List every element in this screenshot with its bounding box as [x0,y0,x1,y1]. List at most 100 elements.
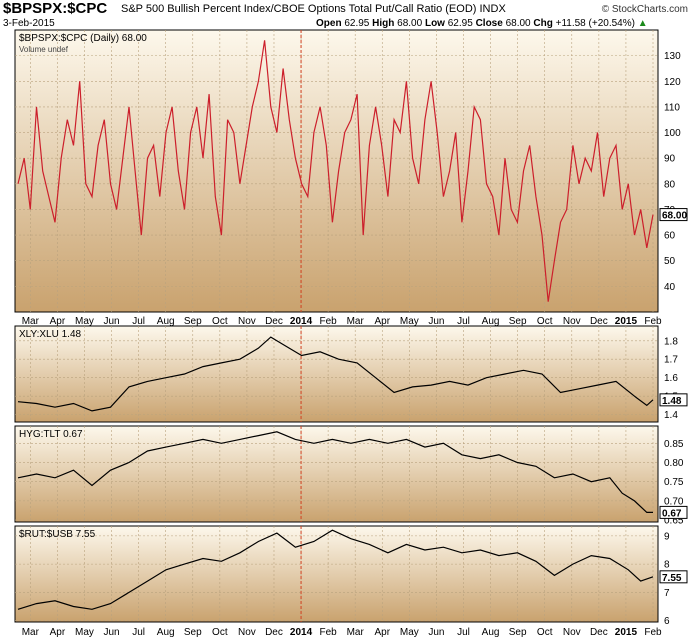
y-tick-label: 1.6 [664,373,678,384]
y-tick-label: 1.7 [664,355,678,366]
x-tick-label: Oct [537,316,553,327]
panel-background [14,29,659,313]
y-tick-label: 0.75 [664,477,684,488]
x-tick-label: Oct [212,316,228,327]
chart-panel: 6 7 8 9 $RUT:$USB 7.55 7.55 [14,525,688,627]
series-line [17,336,654,412]
x-tick-label: 2014 [290,316,313,327]
open-label: Open [316,18,342,29]
x-tick-label: Feb [320,316,338,327]
x-tick-label: Nov [238,316,256,327]
series-line [17,529,654,610]
ohlc-readout: Open 62.95 High 68.00 Low 62.95 Close 68… [316,18,648,29]
y-tick-label: 0.65 [664,516,684,527]
x-tick-label: Sep [509,316,527,327]
x-tick-label: Aug [157,627,175,638]
x-tick-label: Mar [347,627,365,638]
x-tick-label: May [400,627,419,638]
x-tick-label: 2015 [615,316,638,327]
close-label: Close [475,18,503,29]
x-axis-top: Mar Apr May Jun Jul Aug Sep Oct Nov Dec 2014 Feb Mar… [22,316,662,327]
x-tick-label: Jul [132,316,145,327]
x-tick-label: Oct [212,627,228,638]
x-tick-label: Oct [537,627,553,638]
panel-label: HYG:TLT 0.67 [19,429,83,440]
x-tick-label: Sep [184,627,202,638]
last-value-tag [659,393,688,407]
last-value-label: 0.67 [662,508,682,519]
y-tick-label: 40 [664,282,676,293]
x-tick-label: Apr [374,627,390,638]
x-tick-label: Apr [374,316,390,327]
x-tick-label: Nov [563,316,581,327]
x-tick-label: Aug [157,316,175,327]
panel-label: $BPSPX:$CPC (Daily) 68.00 [19,33,147,44]
last-value-tag [659,505,688,519]
x-tick-label: Mar [22,627,40,638]
y-tick-label: 9 [664,531,670,542]
x-tick-label: Apr [50,316,66,327]
y-tick-label: 6 [664,616,670,627]
x-tick-label: Feb [644,316,662,327]
x-tick-label: Mar [22,316,40,327]
high-label: High [372,18,395,29]
x-tick-label: Jul [457,316,470,327]
last-value-label: 68.00 [662,211,687,222]
chart-description: S&P 500 Bullish Percent Index/CBOE Optio… [121,3,506,15]
last-value-label: 7.55 [662,573,682,584]
chart-panels: 405060708090100110120130$BPSPX:$CPC (Dai… [14,29,688,627]
x-tick-label: Dec [265,627,283,638]
chart-panel: 0.65 0.70 0.75 0.80 0.85 HYG:TLT 0.67 0.67 [14,425,688,527]
series-line [17,40,654,302]
panel-background [14,525,659,623]
x-tick-label: Dec [590,627,608,638]
x-tick-label: Nov [563,627,581,638]
chart-date: 3-Feb-2015 [3,18,55,29]
x-tick-label: Dec [590,316,608,327]
volume-label: Volume undef [19,45,69,54]
x-tick-label: May [400,316,419,327]
y-tick-label: 1.4 [664,410,678,421]
y-tick-label: 1.8 [664,336,678,347]
x-tick-label: Nov [238,627,256,638]
panel-label: $RUT:$USB 7.55 [19,529,96,540]
low-label: Low [424,18,445,29]
chg-label: Chg [533,18,553,29]
x-tick-label: Sep [184,316,202,327]
y-tick-label: 7 [664,588,670,599]
y-tick-label: 0.85 [664,439,684,450]
last-value-tag [659,570,688,584]
panel-background [14,325,659,423]
chg-value: +11.58 (+20.54%) [555,18,635,29]
panel-label: XLY:XLU 1.48 [19,329,82,340]
x-tick-label: Jun [103,316,119,327]
x-tick-label: 2014 [290,627,313,638]
x-tick-label: Jun [428,316,444,327]
x-tick-label: Feb [644,627,662,638]
panel-background [14,425,659,523]
close-value: 68.00 [505,18,531,29]
x-tick-label: Jul [457,627,470,638]
x-tick-label: Mar [347,316,365,327]
series-line [17,431,653,513]
y-tick-label: 50 [664,256,676,267]
y-tick-label: 60 [664,231,676,242]
y-tick-label: 0.70 [664,496,684,507]
x-axis-bottom: Mar Apr May Jun Jul Aug Sep Oct Nov Dec 2014 Feb Mar… [22,627,662,638]
x-tick-label: Jun [103,627,119,638]
y-tick-label: 8 [664,560,670,571]
chg-arrow-icon: ▲ [637,18,648,29]
high-value: 68.00 [397,18,423,29]
y-tick-label: 90 [664,154,676,165]
chart-symbol: $BPSPX:$CPC [3,0,108,17]
x-tick-label: Aug [482,627,500,638]
y-tick-label: 130 [664,51,681,62]
x-tick-label: May [75,316,94,327]
y-tick-label: 100 [664,128,681,139]
last-value-tag [659,208,688,222]
x-tick-label: Apr [50,627,66,638]
y-tick-label: 120 [664,77,681,88]
y-tick-label: 0.80 [664,458,684,469]
